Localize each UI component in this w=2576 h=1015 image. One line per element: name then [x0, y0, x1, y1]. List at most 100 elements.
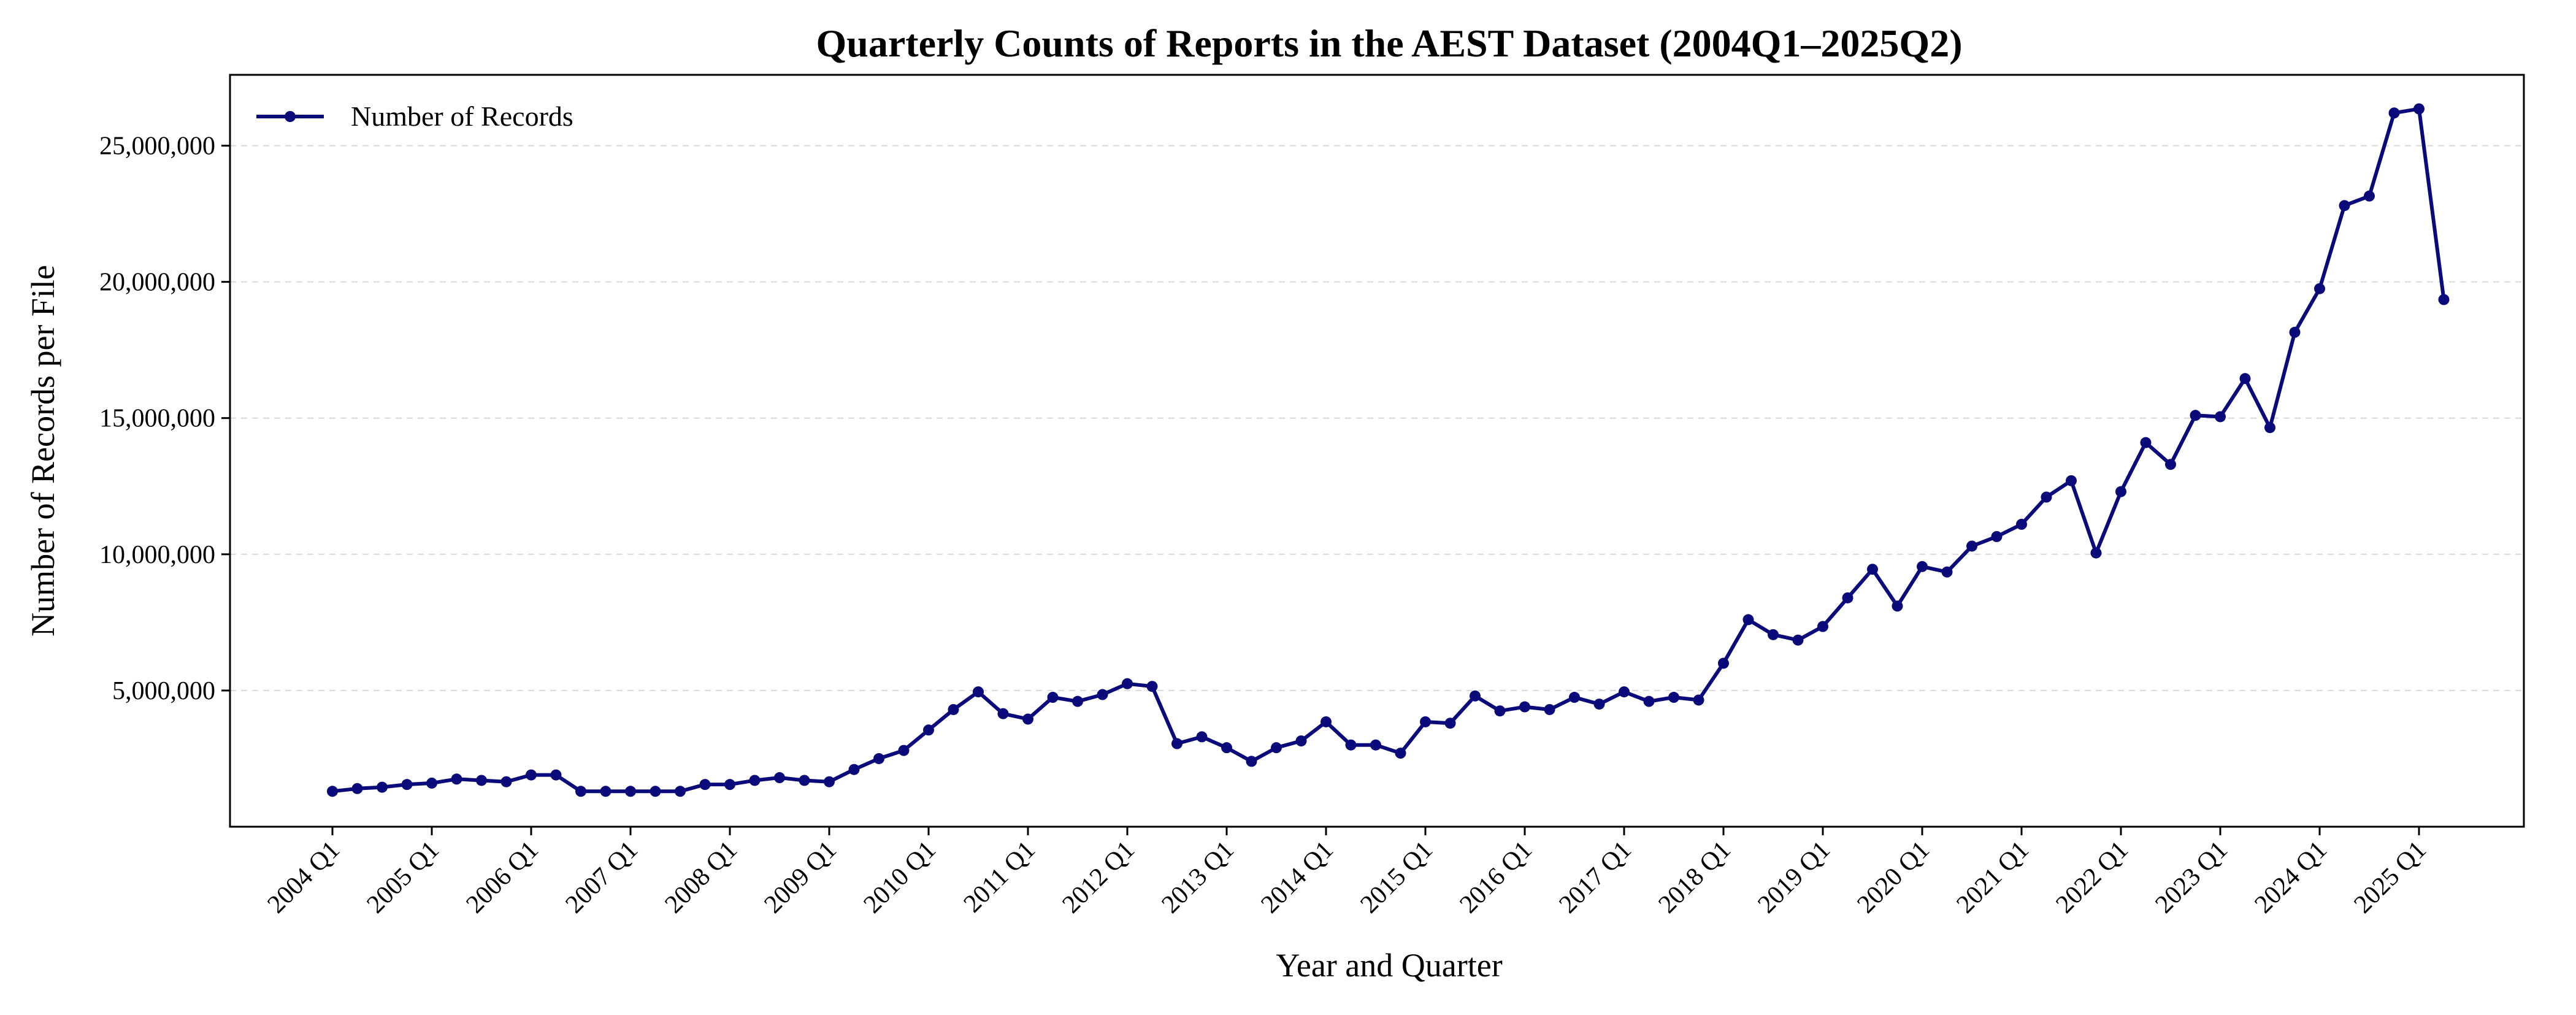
data-point [1693, 694, 1704, 706]
data-point [2165, 459, 2176, 470]
x-tick-label: 2014 Q1 [1255, 836, 1339, 919]
data-point [1122, 678, 1133, 689]
data-point [1966, 540, 1977, 552]
data-point [2289, 326, 2301, 338]
x-tick-label: 2010 Q1 [858, 836, 941, 919]
data-point [1569, 692, 1580, 703]
y-axis-title: Number of Records per File [25, 265, 61, 637]
x-tick-label: 2022 Q1 [2050, 836, 2134, 919]
x-tick-label: 2017 Q1 [1554, 836, 1637, 919]
data-point [2115, 486, 2126, 497]
data-point [2339, 200, 2350, 212]
data-point [997, 708, 1009, 719]
x-tick-label: 2009 Q1 [759, 836, 842, 919]
data-point [1668, 692, 1679, 703]
plot-area-frame [229, 74, 2525, 828]
data-point [2239, 373, 2251, 385]
data-point [2413, 103, 2425, 115]
data-point [973, 686, 984, 698]
series-line [331, 107, 2446, 794]
y-axis: 5,000,000 10,000,000 15,000,000 20,000,000 2… [99, 132, 230, 705]
data-point [1842, 592, 1853, 603]
x-axis: 2004 Q1 2005 Q1 2006 Q1 2007 Q1 2008 Q1 2009 … [262, 827, 2432, 919]
data-point [1072, 695, 1083, 707]
data-point [1221, 742, 1232, 754]
data-point [2041, 491, 2052, 503]
data-point [2388, 107, 2400, 119]
data-point [451, 773, 462, 785]
data-point [923, 724, 934, 736]
x-tick-label: 2006 Q1 [461, 836, 544, 919]
legend-marker-swatch [285, 111, 296, 122]
data-point [1420, 716, 1431, 727]
data-point [2314, 283, 2325, 294]
x-tick-label: 2019 Q1 [1752, 836, 1836, 919]
data-point [1271, 742, 1282, 754]
data-point [1171, 738, 1183, 749]
data-point [1470, 690, 1481, 702]
data-point [1097, 689, 1108, 700]
data-point [1022, 713, 1033, 725]
data-point [1494, 705, 1506, 717]
data-point [1519, 701, 1530, 713]
data-point [1395, 748, 1406, 759]
x-tick-label: 2011 Q1 [959, 836, 1041, 919]
data-point [848, 764, 860, 775]
x-tick-label: 2005 Q1 [361, 836, 445, 919]
data-point [1345, 739, 1357, 751]
x-tick-label: 2021 Q1 [1951, 836, 2034, 919]
data-point [2090, 547, 2102, 559]
data-point [675, 786, 686, 797]
data-point [575, 786, 586, 797]
data-point [476, 775, 487, 786]
data-point [1991, 530, 2003, 542]
y-tick-label: 5,000,000 [112, 677, 215, 705]
data-point [2364, 190, 2375, 202]
data-point [1941, 566, 1953, 578]
x-tick-label: 2008 Q1 [659, 836, 743, 919]
data-point [873, 753, 884, 764]
data-point [1718, 657, 1729, 669]
data-point [1544, 703, 1555, 715]
data-point [625, 786, 636, 797]
data-point [2264, 422, 2275, 434]
data-point [650, 786, 661, 797]
data-point [1246, 756, 1257, 767]
data-point [2438, 294, 2450, 305]
legend-label: Number of Records [351, 101, 573, 132]
data-point [1593, 699, 1605, 710]
data-point [327, 786, 338, 797]
data-point [550, 769, 562, 781]
x-tick-label: 2013 Q1 [1156, 836, 1240, 919]
data-point [600, 786, 611, 797]
data-point [1867, 564, 1878, 575]
data-point [1768, 629, 1779, 640]
x-tick-label: 2007 Q1 [560, 836, 643, 919]
series-layer [327, 103, 2450, 797]
data-point [1792, 634, 1804, 646]
chart-title: Quarterly Counts of Reports in the AEST … [816, 21, 1963, 65]
data-point [799, 775, 810, 786]
x-axis-title: Year and Quarter [1276, 947, 1502, 984]
data-point [526, 769, 537, 781]
data-point [948, 703, 959, 715]
data-point [500, 776, 512, 787]
data-point [2215, 411, 2226, 423]
data-point [2190, 410, 2201, 421]
data-point [1917, 561, 1928, 572]
y-tick-label: 10,000,000 [99, 541, 215, 569]
data-point [1370, 739, 1381, 751]
data-point [1295, 735, 1307, 747]
data-point [749, 775, 761, 786]
data-point [401, 779, 413, 791]
data-point [774, 772, 785, 784]
x-tick-label: 2015 Q1 [1355, 836, 1438, 919]
legend: Number of Records [256, 101, 573, 132]
data-point [898, 745, 910, 756]
data-point [1892, 600, 1903, 612]
data-point [1196, 731, 1208, 743]
x-tick-label: 2016 Q1 [1454, 836, 1538, 919]
data-point [2140, 437, 2152, 448]
y-tick-label: 20,000,000 [99, 269, 215, 297]
